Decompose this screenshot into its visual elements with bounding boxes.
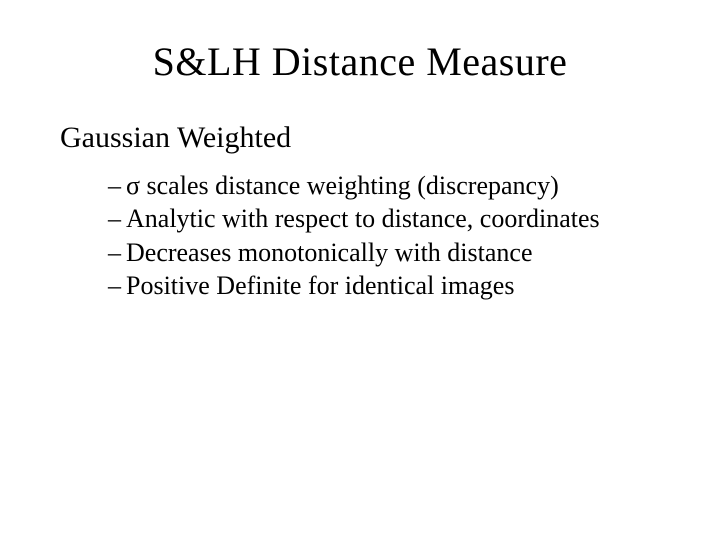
- dash-icon: –: [108, 236, 126, 269]
- bullet-text: σ scales distance weighting (discrepancy…: [126, 171, 559, 200]
- bullet-list: –σ scales distance weighting (discrepanc…: [108, 169, 660, 302]
- dash-icon: –: [108, 269, 126, 302]
- dash-icon: –: [108, 169, 126, 202]
- bullet-text: Decreases monotonically with distance: [126, 238, 532, 267]
- slide-container: S&LH Distance Measure Gaussian Weighted …: [0, 0, 720, 540]
- list-item: –σ scales distance weighting (discrepanc…: [108, 169, 660, 202]
- bullet-text: Positive Definite for identical images: [126, 271, 514, 300]
- list-item: –Decreases monotonically with distance: [108, 236, 660, 269]
- dash-icon: –: [108, 202, 126, 235]
- bullet-text: Analytic with respect to distance, coord…: [126, 204, 600, 233]
- slide-subheading: Gaussian Weighted: [60, 121, 660, 155]
- list-item: –Positive Definite for identical images: [108, 269, 660, 302]
- slide-title: S&LH Distance Measure: [60, 38, 660, 85]
- list-item: –Analytic with respect to distance, coor…: [108, 202, 660, 235]
